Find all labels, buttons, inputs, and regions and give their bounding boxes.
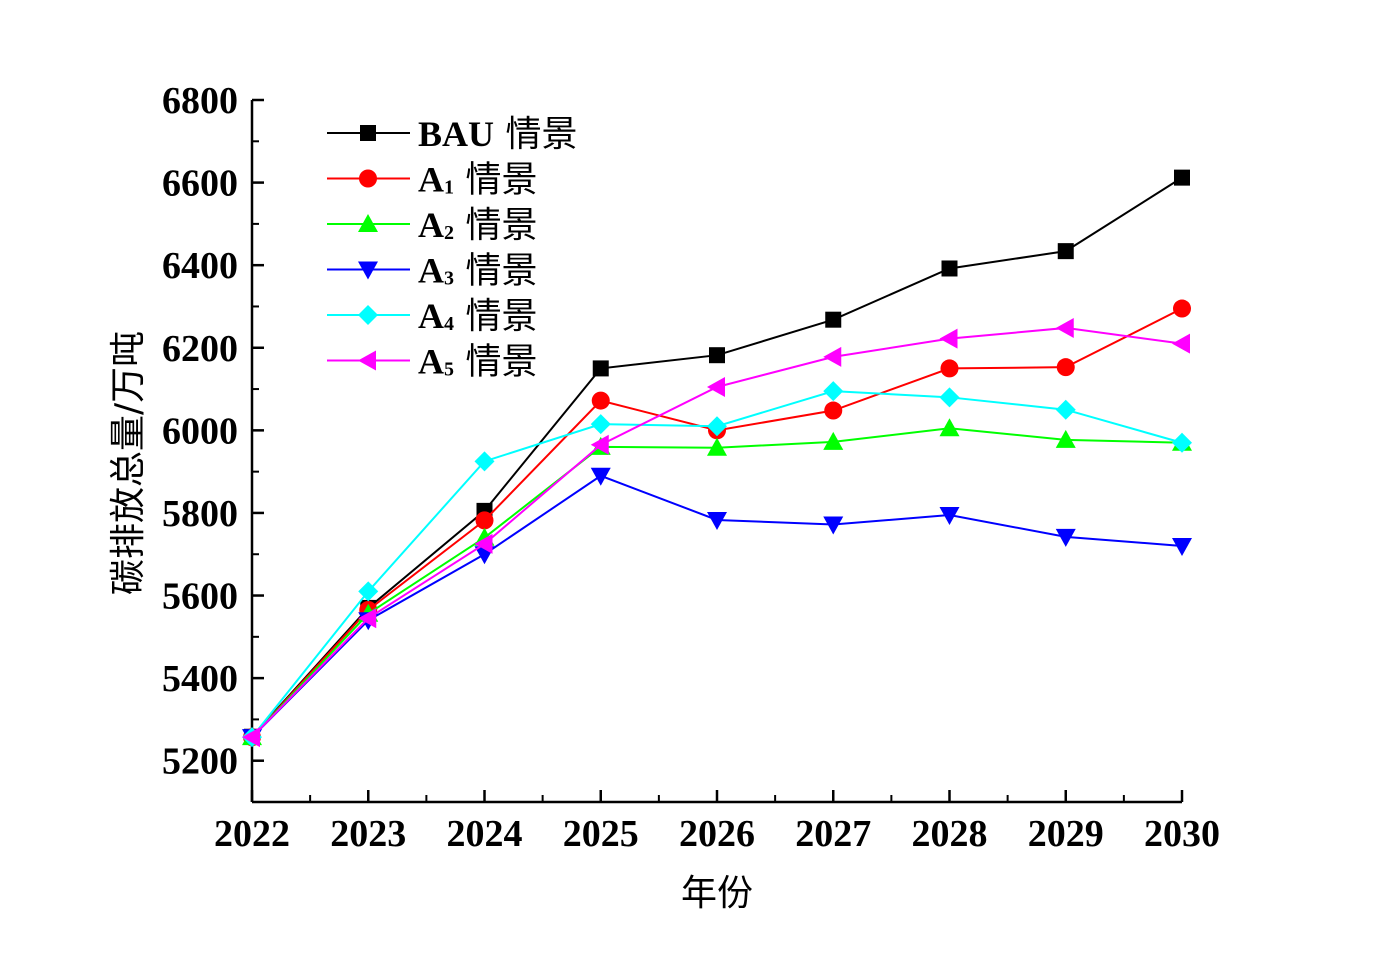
series-line (251, 176, 1183, 738)
data-point (939, 507, 960, 526)
y-tick-label: 6000 (162, 410, 238, 452)
data-point (823, 346, 842, 367)
y-tick-label: 6800 (162, 80, 238, 122)
legend-item: A2 情景 (327, 205, 537, 246)
y-tick-label: 6600 (162, 163, 238, 205)
series-2 (242, 418, 1192, 746)
data-point (1055, 317, 1074, 338)
y-tick-label: 5200 (162, 741, 238, 783)
data-point (474, 533, 493, 554)
y-tick-label: 5600 (162, 576, 238, 618)
x-tick-label: 2023 (330, 813, 406, 855)
legend-label: A2 情景 (418, 205, 537, 246)
data-point (823, 431, 844, 450)
data-point (591, 391, 610, 410)
legend-item: A1 情景 (327, 160, 537, 201)
legend-item: BAU 情景 (327, 114, 577, 155)
data-point (823, 516, 844, 535)
legend-marker (359, 169, 377, 188)
data-point (940, 359, 959, 378)
x-tick-label: 2028 (912, 813, 988, 855)
x-tick-label: 2025 (563, 813, 639, 855)
data-point (823, 381, 844, 402)
data-point (707, 511, 727, 530)
data-point (358, 608, 377, 629)
legend-item: A5 情景 (327, 342, 537, 383)
legend-item: A3 情景 (327, 251, 537, 292)
data-point (1172, 432, 1192, 453)
x-tick-label: 2030 (1144, 813, 1220, 855)
y-tick-label: 5800 (162, 493, 238, 535)
data-point (1055, 429, 1076, 448)
data-point (939, 387, 960, 408)
data-point (824, 401, 843, 420)
legend-marker (358, 214, 378, 232)
data-point (1172, 333, 1190, 354)
axes: 5200 5400 5600 5800 6000 6200 6400 6600 6800 2022… (162, 80, 1220, 855)
data-point (941, 260, 958, 277)
data-point (590, 434, 609, 455)
data-point (1174, 169, 1190, 186)
data-point (1055, 528, 1076, 547)
y-axis-title: 碳排放总量/万吨 (108, 331, 149, 595)
x-axis-title: 年份 (681, 873, 753, 914)
y-tick-label: 5400 (162, 658, 238, 700)
data-point (707, 376, 725, 397)
data-point (1055, 399, 1076, 420)
legend-label: A1 情景 (418, 160, 537, 201)
data-point (590, 414, 611, 435)
x-tick-label: 2029 (1028, 813, 1104, 855)
legend-label: BAU 情景 (418, 114, 577, 155)
series-0 (244, 169, 1190, 745)
data-point (1056, 358, 1075, 377)
data-point (592, 360, 609, 377)
legend-marker (358, 350, 376, 371)
y-tick-label: 6400 (162, 245, 238, 287)
data-point (707, 416, 727, 437)
data-point (1172, 537, 1192, 556)
series-layer (242, 169, 1192, 748)
data-point (1173, 299, 1191, 318)
data-point (358, 581, 379, 602)
legend-marker (358, 261, 378, 280)
legend-label: A5 情景 (418, 342, 537, 383)
data-point (709, 347, 725, 364)
data-point (242, 727, 260, 748)
data-point (939, 328, 958, 349)
x-tick-label: 2026 (679, 813, 755, 855)
data-point (475, 511, 494, 530)
x-tick-label: 2022 (214, 813, 290, 855)
data-point (825, 311, 842, 328)
legend-item: A4 情景 (327, 296, 537, 337)
y-tick-label: 6200 (162, 328, 238, 370)
legend-marker (358, 305, 378, 325)
series-4 (242, 381, 1192, 748)
series-line (251, 427, 1183, 738)
legend-label: A4 情景 (418, 296, 537, 337)
legend-label: A3 情景 (418, 251, 537, 292)
x-tick-label: 2024 (447, 813, 523, 855)
legend-marker (360, 125, 376, 141)
data-point (590, 467, 611, 486)
data-point (939, 418, 960, 437)
data-point (707, 437, 727, 456)
data-point (1057, 243, 1074, 260)
data-point (474, 451, 495, 472)
series-5 (242, 317, 1190, 748)
x-tick-label: 2027 (795, 813, 871, 855)
